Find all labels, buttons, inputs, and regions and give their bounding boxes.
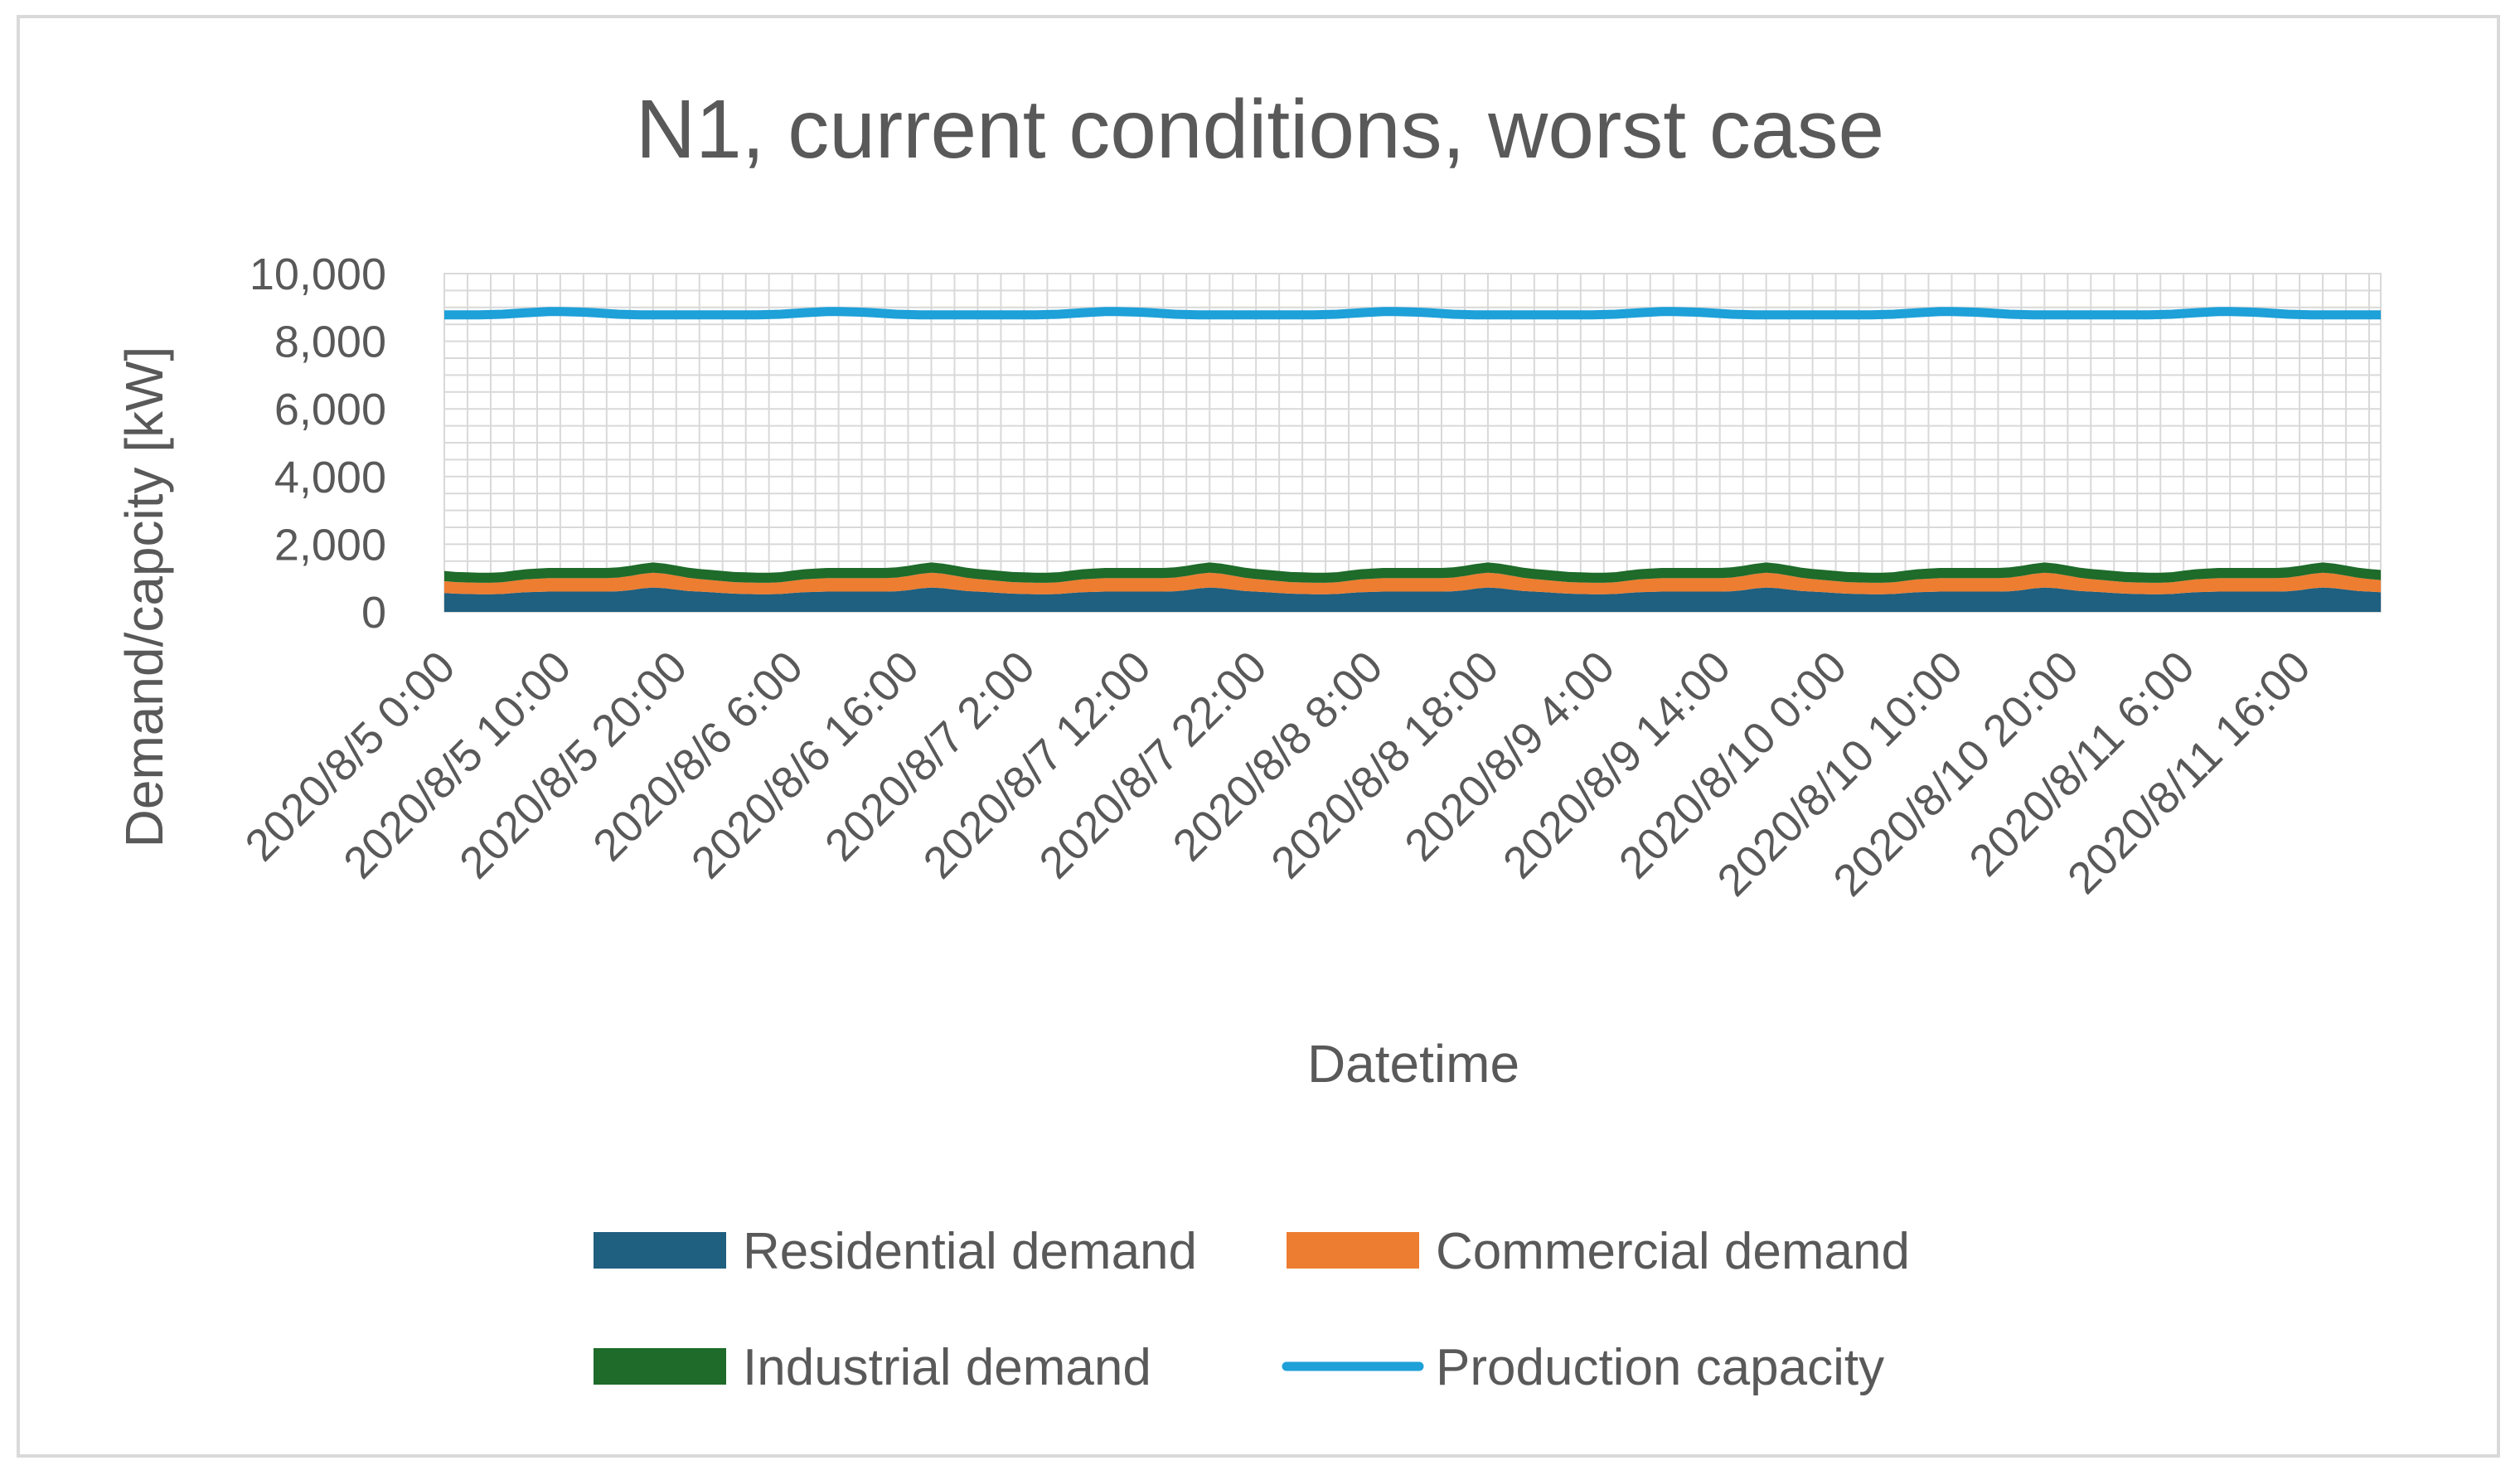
area-residential-demand bbox=[444, 587, 2381, 612]
y-tick-label: 10,000 bbox=[250, 250, 386, 299]
legend-label-commercial-demand: Commercial demand bbox=[1436, 1223, 1910, 1280]
horizontal-gridlines bbox=[443, 273, 2382, 613]
y-tick-label: 6,000 bbox=[274, 385, 386, 434]
stacked-areas bbox=[444, 562, 2381, 612]
legend-label-residential-demand: Residential demand bbox=[743, 1223, 1197, 1280]
area-commercial-demand bbox=[444, 572, 2381, 594]
line-production-capacity bbox=[444, 307, 2381, 320]
y-axis-ticks: 0 2,000 4,000 6,000 8,000 10,000 bbox=[250, 250, 386, 638]
legend-swatch-industrial-demand bbox=[594, 1348, 726, 1385]
chart-frame bbox=[17, 15, 2500, 1458]
legend: Residential demand Commercial demand Indus… bbox=[594, 1223, 1910, 1396]
y-tick-label: 0 bbox=[361, 588, 386, 638]
legend-label-industrial-demand: Industrial demand bbox=[743, 1339, 1151, 1396]
x-axis-title: Datetime bbox=[1307, 1034, 1519, 1094]
y-tick-label: 8,000 bbox=[274, 318, 386, 367]
chart-title: N1, current conditions, worst case bbox=[636, 83, 1884, 176]
y-tick-label: 2,000 bbox=[274, 520, 386, 570]
legend-swatch-residential-demand bbox=[594, 1232, 726, 1269]
series-lines bbox=[444, 307, 2381, 320]
y-axis-title: Demand/capcity [kW] bbox=[114, 347, 174, 848]
y-tick-label: 4,000 bbox=[274, 453, 386, 502]
legend-swatch-commercial-demand bbox=[1287, 1232, 1419, 1269]
area-industrial-demand bbox=[444, 562, 2381, 583]
legend-label-production-capacity: Production capacity bbox=[1436, 1339, 1884, 1396]
